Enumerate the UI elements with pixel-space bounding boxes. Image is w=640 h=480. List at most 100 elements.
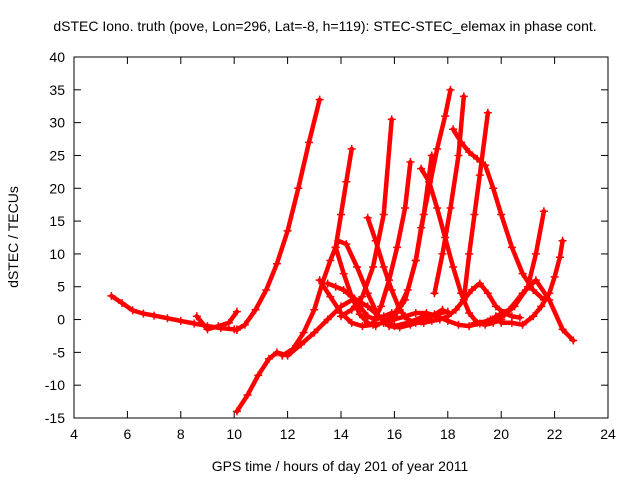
satellite-arc-19 — [491, 276, 578, 345]
data-point — [337, 312, 345, 321]
data-point — [283, 226, 292, 235]
y-tick-label: 15 — [49, 213, 65, 229]
series-line — [461, 110, 491, 303]
satellite-arc-16 — [449, 125, 548, 304]
axis-ticks: 4 6 8 10 12 14 16 18 20 22 24 -15 -10 -5 0 5 10 15 20 25 30 3… — [45, 49, 616, 442]
data-point — [438, 249, 447, 258]
data-point — [443, 312, 452, 321]
data-point — [390, 312, 399, 321]
data-point — [438, 305, 447, 314]
x-tick-label: 22 — [547, 426, 563, 442]
data-point — [315, 276, 324, 285]
data-point — [529, 312, 538, 321]
satellite-arc-13 — [390, 85, 455, 321]
x-tick-label: 12 — [280, 426, 296, 442]
data-point — [342, 177, 351, 186]
data-point — [363, 302, 372, 311]
data-point — [545, 289, 554, 298]
data-point — [339, 286, 348, 295]
data-point — [203, 325, 212, 334]
data-point — [411, 256, 420, 265]
data-point — [446, 85, 455, 94]
y-tick-label: -15 — [45, 410, 65, 426]
data-point — [190, 319, 199, 328]
y-tick-label: 35 — [49, 82, 65, 98]
data-point — [363, 213, 372, 222]
data-point — [232, 325, 241, 334]
data-point — [419, 318, 428, 327]
data-point — [377, 302, 386, 311]
data-point — [435, 315, 444, 324]
data-point — [555, 253, 564, 262]
data-point — [470, 318, 479, 327]
data-point — [139, 309, 148, 318]
data-point — [385, 276, 394, 285]
data-point — [505, 305, 514, 314]
data-point — [369, 263, 378, 272]
data-point — [491, 312, 500, 321]
data-point — [176, 316, 185, 325]
data-point — [347, 292, 356, 301]
data-point — [369, 318, 378, 327]
data-point — [531, 276, 540, 285]
data-point — [240, 320, 249, 329]
data-point — [406, 158, 415, 167]
data-point — [355, 310, 364, 319]
data-point — [163, 314, 172, 323]
satellite-arc-0 — [107, 291, 241, 335]
data-point — [379, 318, 388, 327]
x-tick-label: 16 — [387, 426, 403, 442]
data-point — [118, 299, 127, 308]
chart-title: dSTEC Iono. truth (pove, Lon=296, Lat=-8… — [53, 18, 596, 34]
data-point — [337, 210, 345, 219]
data-point — [459, 295, 468, 304]
satellite-arc-9 — [337, 115, 396, 321]
data-point — [459, 92, 468, 101]
satellite-arc-1 — [192, 307, 241, 334]
data-point — [454, 151, 463, 160]
data-point — [465, 322, 474, 331]
data-point — [224, 318, 233, 327]
data-point — [323, 279, 332, 288]
data-point — [483, 317, 492, 326]
y-tick-label: 30 — [49, 115, 65, 131]
data-marks — [107, 85, 578, 416]
x-tick-label: 8 — [177, 426, 185, 442]
data-point — [558, 325, 567, 334]
data-point — [288, 345, 297, 354]
data-point — [417, 164, 426, 173]
data-point — [430, 289, 439, 298]
data-point — [326, 292, 335, 301]
satellite-arc-2 — [232, 95, 324, 334]
data-point — [507, 243, 516, 252]
data-point — [393, 243, 402, 252]
data-point — [451, 305, 460, 314]
data-point — [326, 256, 335, 265]
satellite-arc-11 — [369, 158, 415, 327]
data-point — [507, 318, 516, 327]
data-point — [304, 138, 313, 147]
series-line — [338, 117, 394, 319]
data-point — [107, 291, 116, 300]
data-point — [427, 316, 436, 325]
data-point — [449, 263, 458, 272]
data-point — [339, 269, 348, 278]
data-point — [331, 243, 340, 252]
data-point — [264, 354, 273, 363]
series-line — [333, 146, 354, 250]
data-point — [299, 328, 308, 337]
data-point — [491, 302, 500, 311]
data-point — [465, 249, 474, 258]
data-point — [497, 318, 506, 327]
data-point — [331, 282, 340, 291]
data-point — [539, 207, 548, 216]
y-tick-label: 40 — [49, 49, 65, 65]
data-point — [417, 223, 426, 232]
data-point — [454, 320, 463, 329]
data-point — [387, 115, 396, 124]
series-line — [234, 97, 322, 332]
y-tick-label: 20 — [49, 180, 65, 196]
data-point — [353, 263, 362, 272]
data-point — [403, 315, 412, 324]
data-point — [192, 312, 201, 321]
